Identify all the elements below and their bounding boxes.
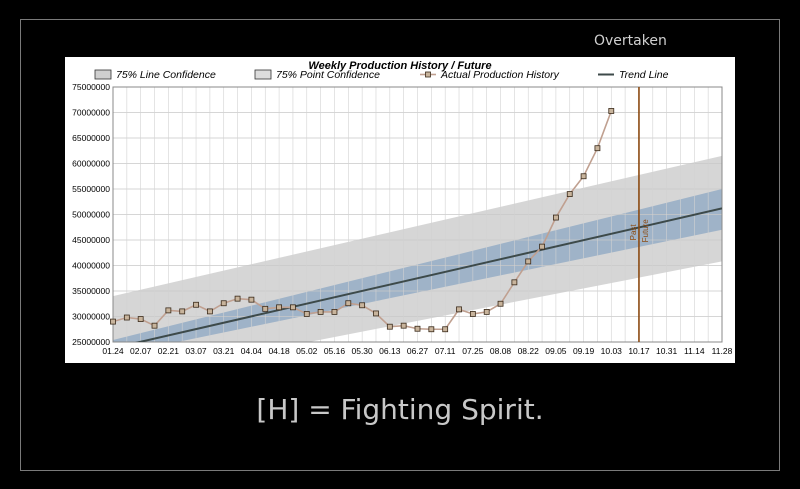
picture-frame (20, 19, 780, 471)
chart-panel: Weekly Production History / Future 75% L… (65, 57, 735, 363)
data-point (110, 318, 116, 325)
data-point (317, 309, 324, 315)
data-point (276, 304, 282, 311)
divider-label-future: Future (641, 219, 650, 243)
x-tick-label: 11.14 (684, 346, 705, 356)
data-point (179, 308, 186, 315)
y-tick-label: 50000000 (72, 210, 110, 220)
x-tick-label: 07.25 (462, 346, 484, 356)
x-tick-label: 02.07 (130, 346, 152, 356)
x-tick-label: 11.28 (712, 346, 733, 356)
data-point (511, 279, 518, 286)
chart-title: Weekly Production History / Future (308, 60, 491, 72)
x-tick-label: 05.30 (351, 346, 373, 356)
chart-legend: 75% Line Confidence 75% Point Confidence A… (94, 69, 669, 81)
data-point (123, 314, 130, 321)
data-point (386, 323, 393, 330)
legend-label: Trend Line (619, 69, 669, 81)
legend-label: 75% Line Confidence (116, 69, 216, 81)
data-point (483, 309, 490, 315)
data-point (580, 173, 587, 180)
data-point (442, 326, 449, 333)
plot-border (112, 86, 723, 343)
y-tick-label: 25000000 (72, 337, 110, 347)
x-tick-label: 06.27 (407, 346, 429, 356)
legend-swatch (94, 69, 112, 80)
caption: [H] = Fighting Spirit. (256, 393, 544, 426)
actual-series (110, 108, 615, 333)
data-point (165, 307, 172, 314)
data-point (497, 300, 504, 307)
x-tick-label: 02.21 (158, 346, 180, 356)
data-point (428, 326, 435, 333)
data-point (469, 311, 476, 317)
x-tick-label: 03.21 (213, 346, 235, 356)
chart-grid (112, 86, 723, 343)
y-tick-label: 45000000 (72, 235, 110, 245)
overtaken-label: Overtaken (594, 33, 667, 49)
data-point (400, 322, 407, 329)
y-tick-label: 35000000 (72, 286, 110, 296)
data-point (248, 296, 255, 303)
x-tick-label: 09.19 (573, 346, 595, 356)
divider-label-past: Past (629, 224, 638, 241)
trend-line (135, 207, 722, 342)
data-point (373, 310, 379, 317)
y-tick-label: 65000000 (72, 133, 110, 143)
legend-swatch (254, 69, 272, 80)
x-tick-label: 08.08 (490, 346, 512, 356)
data-point (456, 306, 462, 313)
x-tick-label: 04.04 (241, 346, 263, 356)
data-point (553, 214, 559, 221)
x-tick-label: 08.22 (518, 346, 540, 356)
x-tick-label: 03.07 (185, 346, 207, 356)
x-tick-label: 05.02 (296, 346, 318, 356)
data-point (303, 311, 310, 317)
x-axis: 01.24 02.07 02.21 03.07 03.21 04.04 04.18 05.02… (102, 346, 732, 356)
y-tick-label: 60000000 (72, 159, 110, 169)
data-point (220, 300, 227, 307)
y-tick-label: 70000000 (72, 108, 110, 118)
x-tick-label: 10.31 (656, 346, 678, 356)
data-point (193, 301, 199, 308)
x-tick-label: 09.05 (545, 346, 567, 356)
data-point (151, 322, 158, 329)
y-tick-label: 40000000 (72, 261, 110, 271)
data-point (539, 243, 545, 250)
y-axis: 75000000 70000000 65000000 60000000 55000000… (72, 82, 110, 347)
x-tick-label: 07.11 (435, 346, 456, 356)
x-tick-label: 01.24 (102, 346, 124, 356)
y-tick-label: 30000000 (72, 312, 110, 322)
x-tick-label: 10.17 (628, 346, 650, 356)
data-point (525, 258, 532, 265)
data-point (359, 302, 366, 309)
data-point (262, 305, 269, 312)
data-point (594, 145, 601, 152)
data-point (414, 325, 421, 332)
data-point (331, 309, 338, 315)
data-point (206, 308, 213, 315)
data-point (566, 191, 573, 198)
x-tick-label: 10.03 (601, 346, 623, 356)
production-chart: Weekly Production History / Future 75% L… (72, 60, 732, 356)
x-tick-label: 06.13 (379, 346, 401, 356)
legend-label: Actual Production History (440, 69, 560, 81)
y-tick-label: 55000000 (72, 184, 110, 194)
legend-label: 75% Point Confidence (276, 69, 380, 81)
trend-layer (135, 207, 722, 342)
data-point (608, 108, 615, 114)
data-point (290, 304, 296, 311)
y-tick-label: 75000000 (72, 82, 110, 92)
x-tick-label: 05.16 (324, 346, 346, 356)
legend-marker (425, 71, 431, 78)
data-point (345, 300, 352, 307)
data-point (137, 316, 144, 322)
past-future-divider: Past Future (629, 87, 650, 342)
x-tick-label: 04.18 (268, 346, 290, 356)
data-point (234, 295, 241, 302)
